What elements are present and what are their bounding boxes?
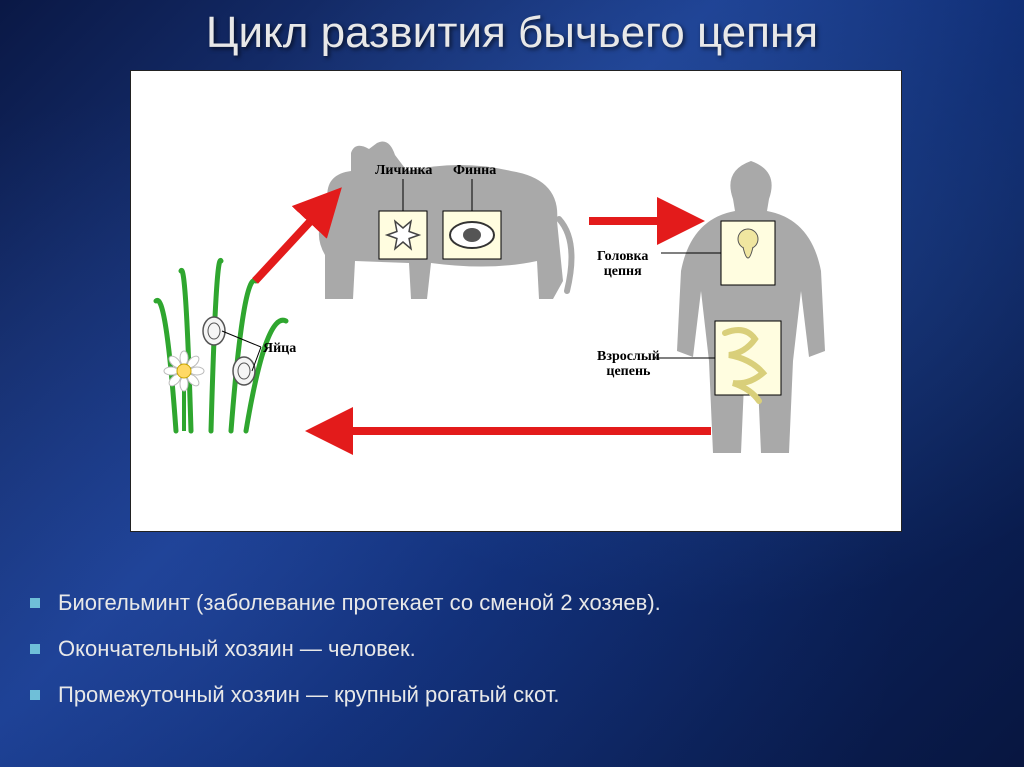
lifecycle-diagram: Личинка Финна Яйца Головкацепня Взрослый…: [130, 70, 902, 532]
bullet-text: Промежуточный хозяин — крупный рогатый с…: [58, 682, 560, 708]
bullet-list: Биогельминт (заболевание протекает со см…: [30, 590, 994, 728]
bullet-text: Окончательный хозяин — человек.: [58, 636, 416, 662]
label-finna: Финна: [453, 163, 496, 179]
bullet-text: Биогельминт (заболевание протекает со см…: [58, 590, 661, 616]
bullet-marker-icon: [30, 690, 40, 700]
label-eggs: Яйца: [263, 341, 296, 357]
label-head: Головкацепня: [597, 249, 648, 280]
label-adult: Взрослыйцепень: [597, 349, 660, 380]
bullet-item: Промежуточный хозяин — крупный рогатый с…: [30, 682, 994, 708]
bullet-marker-icon: [30, 598, 40, 608]
slide-title: Цикл развития бычьего цепня: [0, 0, 1024, 58]
bullet-item: Окончательный хозяин — человек.: [30, 636, 994, 662]
bullet-item: Биогельминт (заболевание протекает со см…: [30, 590, 994, 616]
label-larva: Личинка: [375, 163, 432, 179]
bullet-marker-icon: [30, 644, 40, 654]
